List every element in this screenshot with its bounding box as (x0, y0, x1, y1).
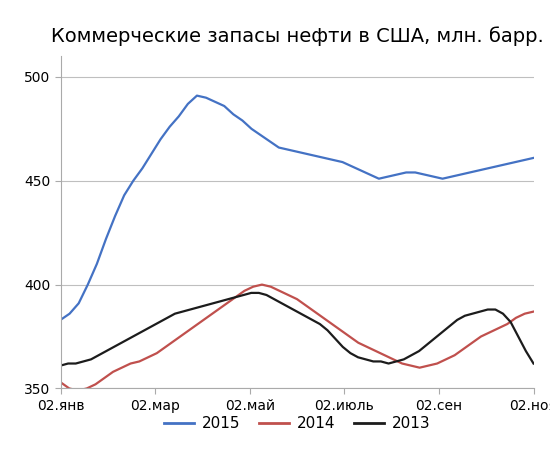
2015 (185, 101, 191, 107)
2014 (258, 282, 265, 287)
2015 (348, 163, 355, 169)
2015 (339, 159, 346, 165)
2015 (530, 155, 537, 161)
2013 (530, 361, 537, 366)
2014 (530, 309, 537, 314)
2015 (57, 317, 64, 323)
2015 (366, 172, 373, 177)
2014 (57, 380, 64, 385)
2013 (57, 363, 64, 368)
Line: 2014: 2014 (60, 285, 534, 390)
Title: Коммерческие запасы нефти в США, млн. барр.: Коммерческие запасы нефти в США, млн. ба… (51, 27, 543, 46)
2014 (521, 311, 528, 316)
2014 (495, 325, 502, 331)
2014 (241, 288, 248, 293)
2013 (187, 307, 194, 312)
2013 (301, 313, 308, 319)
2013 (202, 302, 209, 308)
2014 (153, 351, 160, 356)
2014 (118, 365, 125, 371)
2014 (75, 388, 81, 393)
2015 (194, 93, 200, 98)
Line: 2013: 2013 (60, 293, 534, 366)
Legend: 2015, 2014, 2013: 2015, 2014, 2013 (157, 410, 437, 437)
2015 (485, 166, 491, 171)
2013 (286, 305, 293, 310)
2013 (393, 358, 399, 364)
2014 (180, 332, 186, 337)
Line: 2015: 2015 (60, 95, 534, 320)
2015 (430, 174, 437, 179)
2013 (248, 290, 255, 296)
2013 (522, 348, 529, 354)
